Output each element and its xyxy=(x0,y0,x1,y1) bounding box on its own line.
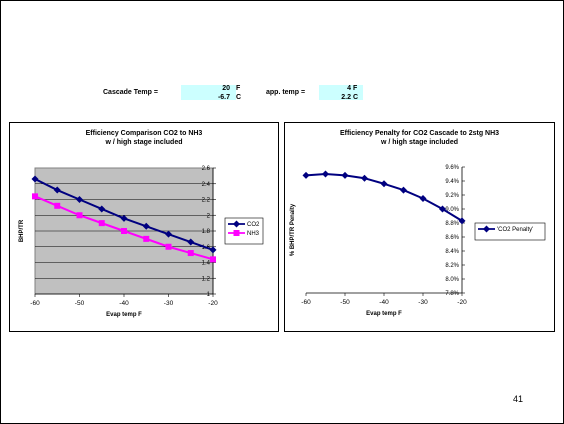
chart2-subtitle: w / high stage included xyxy=(380,139,458,146)
data-point xyxy=(187,250,194,257)
data-point xyxy=(341,171,349,179)
data-point xyxy=(439,205,446,213)
data-point xyxy=(165,243,172,250)
y-tick-label: 8.4% xyxy=(445,249,459,255)
data-point xyxy=(121,228,127,234)
data-point xyxy=(165,230,172,238)
x-tick-label: -50 xyxy=(75,300,85,307)
x-tick-label: -60 xyxy=(30,300,40,307)
y-tick-label: 8.8% xyxy=(445,221,459,227)
data-point xyxy=(142,222,150,230)
y-tick-label: 9.6% xyxy=(445,165,459,171)
x-tick-label: -40 xyxy=(119,300,129,307)
chart1-plot: 11.21.41.61.822.22.42.6-60 -50 -40 -30 -20Ev… xyxy=(19,166,264,318)
y-tick-label: 1.4 xyxy=(202,261,211,267)
data-point xyxy=(98,220,105,227)
cascade-temp-label: Cascade Temp = xyxy=(103,89,158,96)
y-tick-label: 2.6 xyxy=(202,166,211,172)
y-tick-label: 8.0% xyxy=(445,277,459,283)
legend-entry: NH3 xyxy=(247,231,260,237)
y-tick-label: 7.8% xyxy=(445,291,459,297)
data-point xyxy=(31,175,39,183)
chart2-title: Efficiency Penalty for CO2 Cascade to 2s… xyxy=(339,130,500,137)
app-temp-cell xyxy=(319,85,363,100)
y-tick-label: 9.0% xyxy=(445,207,459,213)
data-point xyxy=(187,238,195,246)
x-tick-label: -20 xyxy=(208,300,218,307)
page-number: 41 xyxy=(512,394,523,404)
data-point xyxy=(419,195,427,202)
legend-swatch-marker xyxy=(233,220,240,228)
data-point xyxy=(53,186,61,194)
y-tick-label: 8.6% xyxy=(445,235,459,241)
app-temp-f-value: 4 xyxy=(347,85,351,92)
y-tick-label: 2 xyxy=(207,213,211,219)
data-point xyxy=(120,214,128,222)
data-point xyxy=(210,256,216,263)
chart1-title: Efficiency Comparison CO2 to NH3 xyxy=(85,130,203,137)
data-point xyxy=(76,196,83,203)
data-point xyxy=(400,186,407,194)
cascade-temp-cell xyxy=(181,85,236,100)
legend-entry: 'CO2 Penalty' xyxy=(497,227,533,233)
legend-box xyxy=(474,222,546,241)
data-point xyxy=(76,212,83,219)
data-point xyxy=(32,193,38,200)
y-tick-label: 8.2% xyxy=(445,263,459,269)
chart2-plot: 7.8% 8.0% 8.2% 8.4% 8.6% 8.8% 9.0% 9.2% 9.4% 9.6%… xyxy=(290,165,546,317)
efficiency-penalty-chart: Efficiency Penalty for CO2 Cascade to 2s… xyxy=(284,122,555,332)
app-temp-c-value: 2.2 xyxy=(341,94,351,101)
data-point xyxy=(54,202,61,209)
data-point xyxy=(322,170,329,178)
app-temp-f-unit: F xyxy=(353,85,358,92)
y-axis-label: BHP/TR xyxy=(19,219,25,242)
x-tick-label: -30 xyxy=(418,299,428,306)
legend-entry: CO2 xyxy=(247,222,260,228)
cascade-temp-f-unit: F xyxy=(236,85,241,92)
x-tick-label: -60 xyxy=(301,299,311,306)
y-tick-label: 2.2 xyxy=(202,198,211,204)
data-point xyxy=(380,180,388,188)
efficiency-comparison-chart: Efficiency Comparison CO2 to NH3 w / hig… xyxy=(9,122,279,332)
plot-area xyxy=(306,167,462,293)
legend-swatch-marker xyxy=(483,225,490,233)
legend-swatch-marker xyxy=(233,230,240,236)
cascade-temp-f-value: 20 xyxy=(222,85,230,92)
app-temp-label: app. temp = xyxy=(266,89,306,96)
x-tick-label: -40 xyxy=(379,299,389,306)
x-axis-label: Evap temp F xyxy=(366,311,402,317)
y-tick-label: 2.4 xyxy=(202,182,211,188)
y-tick-label: 9.4% xyxy=(445,179,459,185)
app-temp-c-unit: C xyxy=(353,94,359,101)
data-point xyxy=(302,171,310,179)
data-point xyxy=(458,217,466,225)
x-tick-label: -30 xyxy=(164,300,174,307)
y-axis-label: % BHP/TR Penalty xyxy=(290,203,296,256)
data-point xyxy=(143,235,150,242)
chart1-subtitle: w / high stage included xyxy=(105,139,183,146)
y-tick-label: 1.2 xyxy=(202,276,211,282)
legend-box xyxy=(224,217,264,245)
data-point xyxy=(98,205,106,213)
x-tick-label: -50 xyxy=(340,299,350,306)
cascade-temp-c-value: -6.7 xyxy=(217,94,230,101)
x-axis-label: Evap temp F xyxy=(106,312,142,318)
y-tick-label: 9.2% xyxy=(445,193,459,199)
cascade-temp-c-unit: C xyxy=(236,94,242,101)
x-tick-label: -20 xyxy=(457,299,467,306)
y-tick-label: 1.8 xyxy=(202,229,211,235)
data-point xyxy=(209,246,217,254)
data-point xyxy=(361,174,368,182)
y-tick-label: 1 xyxy=(207,292,211,298)
